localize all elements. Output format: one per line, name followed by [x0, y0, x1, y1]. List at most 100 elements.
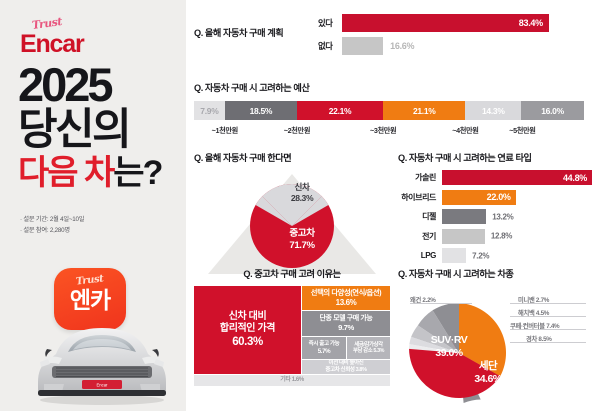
chart-used-car-reasons: Q. 중고차 구매 고려 이유는 신차 대비 합리적인 가격 60.3% 선택의… [194, 266, 390, 386]
budget-segment-5: 14.3% [465, 101, 522, 120]
treemap-cell-discontinued-name: 단종 모델 구매 가능 [319, 314, 373, 322]
fuel-label-electric: 전기 [422, 231, 436, 241]
treemap-cell-price-line2: 합리적인 가격 [219, 322, 276, 334]
fuel-bar-hybrid: 22.0% [442, 189, 516, 205]
fuel-bar-lpg [442, 248, 467, 263]
encar-app-icon: Trust 엔카 [54, 268, 126, 330]
body-label-wagon: 왜건 2.2% [410, 297, 436, 304]
treemap-cell-price-line1: 신차 대비 [228, 310, 267, 322]
budget-segment-6: 16.0% [521, 101, 584, 120]
fuel-bar-electric [442, 228, 485, 244]
app-icon-name: 엔카 [69, 287, 111, 313]
budget-segment-2: 18.5% [224, 101, 297, 120]
treemap-cell-price: 신차 대비 합리적인 가격 60.3% [194, 286, 301, 374]
treemap-cell-reliability: 이전 대비 높아진 중고차 신뢰성 3.8% [302, 360, 390, 374]
treemap-cell-reliability-line2: 중고차 신뢰성 3.8% [325, 367, 367, 373]
treemap-cell-reliability-line1: 이전 대비 높아진 [328, 360, 364, 367]
treemap-cell-instant-delivery-name: 즉시 출고 가능 [308, 340, 340, 347]
purchase-plan-rows: 있다 83.4% 없다 16.6% [318, 14, 590, 60]
chart-new-vs-used: Q. 올해 자동차 구매 한다면 신차 28.3% 중고차 71.7% [194, 150, 390, 274]
budget-segment-1: 7.9% [194, 101, 225, 120]
pie-label-new-car-name: 신차 [294, 182, 310, 192]
leader-line-wagon [410, 303, 472, 304]
budget-tick-2: ~2천만원 [283, 126, 311, 135]
chart-body-type-title: Q. 자동차 구매 시 고려하는 차종 [398, 269, 514, 279]
purchase-plan-label-yes: 있다 [318, 18, 333, 28]
fuel-value-electric: 12.8% [490, 231, 513, 241]
chart-body-type: Q. 자동차 구매 시 고려하는 차종 [398, 266, 594, 406]
fuel-row-electric: 전기 12.8% [398, 228, 592, 244]
treemap-cell-variety-value: 13.6% [335, 297, 357, 307]
fuel-bar-gasoline: 44.8% [442, 170, 592, 185]
chart-budget-title: Q. 자동차 구매 시 고려하는 예산 [194, 83, 310, 93]
body-pie-label-sedan-name: 세단 [478, 360, 498, 372]
purchase-plan-label-no: 없다 [318, 41, 333, 51]
fuel-label-gasoline: 가솔린 [415, 173, 436, 182]
headline-block: 2025 당신의 다음 차는? [18, 58, 186, 193]
chart-new-vs-used-title: Q. 올해 자동차 구매 한다면 [194, 153, 292, 163]
fuel-row-hybrid: 하이브리드 22.0% [398, 189, 592, 205]
car-illustration: Encar [38, 328, 166, 405]
treemap-cell-discontinued-value: 9.7% [338, 323, 354, 333]
purchase-plan-row-no: 없다 16.6% [318, 37, 590, 55]
body-pie-label-sedan: 세단 34.6% [460, 360, 516, 385]
leader-line-hatchback [510, 316, 586, 317]
body-pie-label-suv-value: 39.0% [435, 346, 463, 359]
fuel-label-diesel: 디젤 [422, 212, 436, 221]
new-vs-used-pie-svg [250, 184, 334, 268]
app-icon-trust-script: Trust [75, 273, 105, 288]
budget-tick-5: ~5천만원 [509, 126, 536, 135]
fuel-row-diesel: 디젤 13.2% [398, 209, 592, 224]
budget-segment-3: 22.1% [296, 101, 384, 120]
leader-line-coupe [510, 329, 586, 330]
chart-used-car-reasons-title: Q. 중고차 구매 고려 이유는 [243, 269, 341, 279]
left-cover-panel: Trust Encar 2025 당신의 다음 차는? · 설문 기간: 2월 … [0, 0, 186, 411]
chart-fuel-type-title: Q. 자동차 구매 시 고려하는 연료 타입 [398, 153, 532, 163]
body-pie-label-sedan-value: 34.6% [474, 372, 502, 385]
headline-line-3-emphasis: 다음 차 [18, 154, 115, 193]
body-label-compact: 경차 8.5% [526, 336, 552, 343]
survey-participants: · 설문 참여: 2,280명 [20, 227, 70, 235]
fuel-value-lpg: 7.2% [472, 251, 490, 260]
svg-text:Encar: Encar [97, 383, 109, 388]
brand-name-text: Encar [20, 30, 85, 58]
body-label-coupe: 쿠페·컨버터블 7.4% [510, 323, 560, 330]
treemap-cell-tax-line1: 세금/감가상각 [354, 341, 383, 348]
chart-fuel-type: Q. 자동차 구매 시 고려하는 연료 타입 가솔린 44.8% 하이브리드 2… [398, 150, 592, 268]
treemap-cell-discontinued: 단종 모델 구매 가능 9.7% [302, 311, 390, 336]
fuel-value-hybrid: 22.0% [486, 192, 511, 202]
budget-segment-4: 21.1% [383, 101, 466, 120]
budget-tick-labels: ~1천만원 ~2천만원 ~3천만원 ~4천만원 ~5천만원 [194, 124, 584, 138]
budget-tick-1: ~1천만원 [211, 126, 239, 135]
budget-tick-4: ~4천만원 [452, 126, 479, 135]
headline-year: 2025 [18, 58, 114, 111]
treemap-cell-instant-delivery: 즉시 출고 가능 5.7% [302, 337, 346, 359]
leader-line-minivan [510, 303, 586, 304]
pie-label-used-car-value: 71.7% [289, 239, 315, 251]
body-pie-label-suv-name: SUV·RV [430, 334, 468, 346]
treemap-cell-tax-line2: 부담 감소 5.3% [352, 348, 385, 354]
survey-metadata: · 설문 기간: 2월 4일~10일 · 설문 참여: 2,280명 [20, 214, 84, 237]
pie-label-used-car-name: 중고차 [289, 228, 315, 239]
fuel-row-gasoline: 가솔린 44.8% [398, 170, 592, 185]
fuel-value-diesel: 13.2% [492, 212, 514, 221]
used-car-reasons-treemap: 신차 대비 합리적인 가격 60.3% 선택의 다양성(연식/옵션) 13.6%… [194, 286, 390, 386]
fuel-label-hybrid: 하이브리드 [401, 192, 436, 202]
budget-tick-3: ~3천만원 [369, 126, 397, 135]
treemap-cell-variety-name: 선택의 다양성(연식/옵션) [310, 287, 382, 297]
chart-purchase-plan-title: Q. 올해 자동차 구매 계획 [194, 28, 284, 38]
chart-budget: Q. 자동차 구매 시 고려하는 예산 7.9% 18.5% 22.1% 21.… [194, 80, 592, 138]
purchase-plan-bar-no [342, 37, 384, 55]
body-pie-label-suv: SUV·RV 39.0% [420, 334, 478, 359]
treemap-cell-tax-depreciation: 세금/감가상각 부담 감소 5.3% [347, 337, 390, 359]
treemap-cell-etc: 기타 1.6% [194, 375, 390, 386]
leader-line-compact [510, 342, 586, 343]
app-and-car-visual: Trust 엔카 [26, 268, 178, 408]
pie-label-new-car-value: 28.3% [290, 192, 314, 203]
treemap-cell-instant-delivery-value: 5.7% [317, 347, 331, 355]
pie-label-used-car: 중고차 71.7% [278, 228, 326, 251]
chart-purchase-plan: Q. 올해 자동차 구매 계획 있다 83.4% 없다 16.6% [194, 14, 592, 66]
survey-period: · 설문 기간: 2월 4일~10일 [20, 216, 85, 223]
fuel-value-gasoline: 44.8% [562, 172, 587, 183]
body-label-hatchback: 해치백 4.5% [518, 310, 550, 317]
